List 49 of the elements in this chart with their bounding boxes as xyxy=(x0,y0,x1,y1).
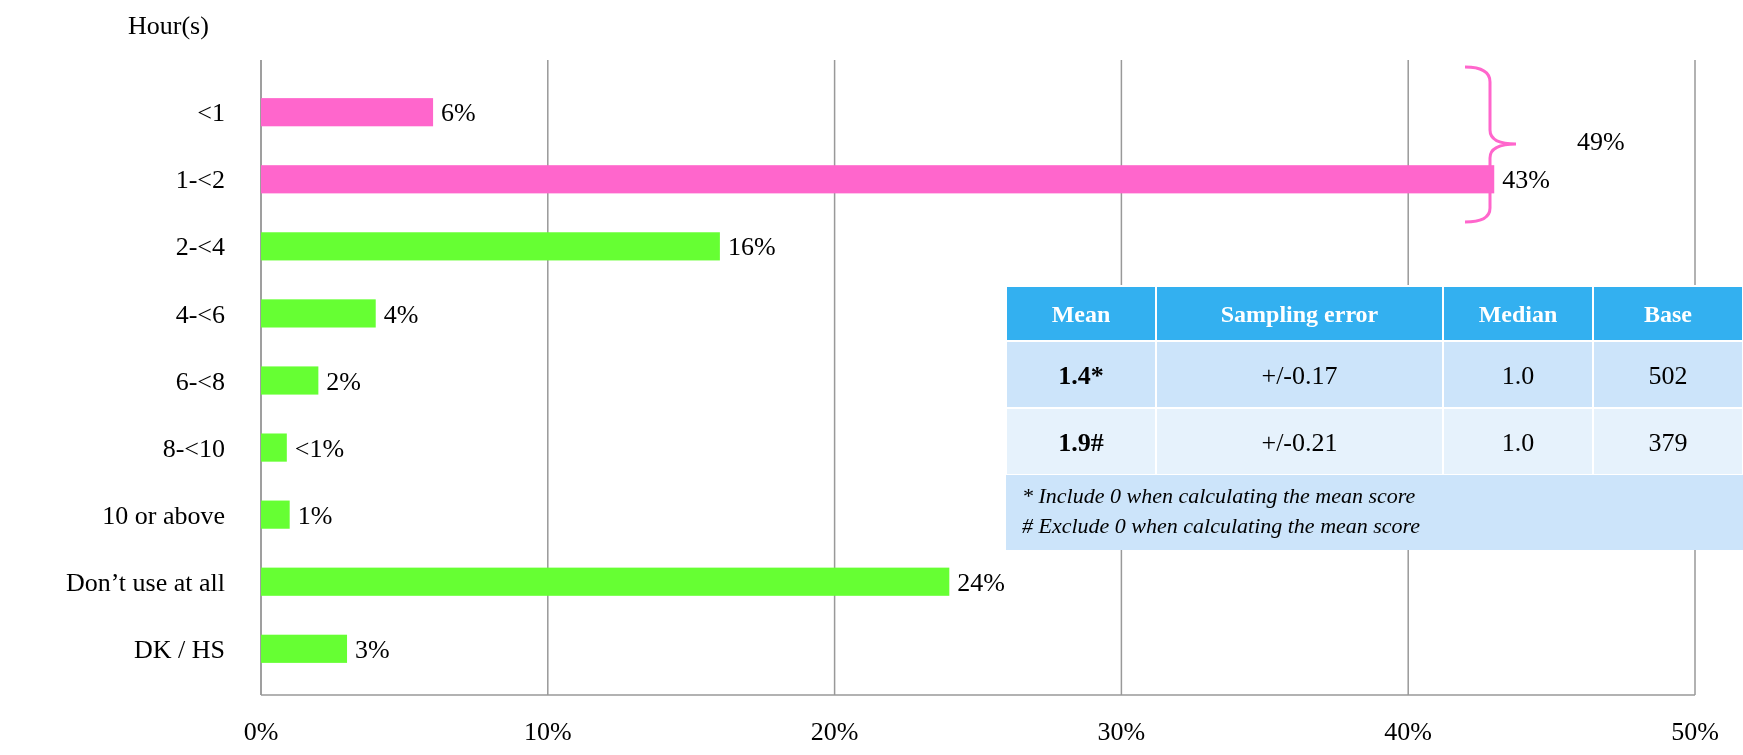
y-tick-label: 2-<4 xyxy=(175,232,225,262)
y-tick-label: 10 or above xyxy=(102,500,225,530)
data-label: 1% xyxy=(297,500,333,530)
data-label: 6% xyxy=(441,98,476,128)
annotation: 1.9# xyxy=(1058,427,1104,457)
annotation: # Exclude 0 when calculating the mean score xyxy=(1022,513,1421,538)
bar xyxy=(261,165,1495,194)
annotation: +/-0.21 xyxy=(1261,427,1338,457)
annotation: +/-0.17 xyxy=(1261,360,1338,390)
y-tick-label: 8-<10 xyxy=(162,433,225,463)
bar xyxy=(261,299,376,328)
bar xyxy=(261,567,950,596)
annotation: Median xyxy=(1478,300,1558,327)
x-tick-label: 20% xyxy=(810,717,859,746)
y-tick-label: 4-<6 xyxy=(175,299,225,329)
bar xyxy=(261,366,319,395)
data-label: 3% xyxy=(355,634,390,664)
bar xyxy=(261,500,290,529)
annotation: 1.4* xyxy=(1058,360,1104,390)
annotation: 1.0 xyxy=(1501,427,1535,457)
x-tick-label: 0% xyxy=(243,717,279,746)
data-label: 43% xyxy=(1502,165,1550,195)
x-tick-label: 30% xyxy=(1097,717,1146,746)
x-tick-label: 50% xyxy=(1671,717,1719,746)
data-label: 24% xyxy=(957,567,1005,597)
x-tick-label: 10% xyxy=(523,717,572,746)
y-tick-label: Don’t use at all xyxy=(65,567,225,597)
data-label: 2% xyxy=(326,366,362,396)
annotation: Base xyxy=(1644,300,1693,327)
annotation: 379 xyxy=(1648,427,1688,457)
y-tick-label: <1 xyxy=(197,98,225,128)
y-tick-label: 1-<2 xyxy=(175,165,225,195)
annotation: 1.0 xyxy=(1501,360,1535,390)
annotation: 502 xyxy=(1648,360,1688,390)
data-label: 4% xyxy=(383,299,419,329)
data-label: 16% xyxy=(727,232,776,262)
annotation: Mean xyxy=(1051,300,1111,327)
y-tick-label: DK / HS xyxy=(133,634,225,664)
y-tick-label: 6-<8 xyxy=(175,366,225,396)
bar xyxy=(261,232,720,261)
y-axis-title: Hour(s) xyxy=(128,11,209,40)
x-tick-label: 40% xyxy=(1384,717,1433,746)
bar xyxy=(261,634,348,663)
bar xyxy=(261,433,287,462)
annotation: * Include 0 when calculating the mean score xyxy=(1022,483,1416,508)
data-label: <1% xyxy=(294,433,345,463)
annotation: Sampling error xyxy=(1220,300,1379,327)
annotation: 49% xyxy=(1577,127,1625,156)
bar xyxy=(261,98,434,127)
